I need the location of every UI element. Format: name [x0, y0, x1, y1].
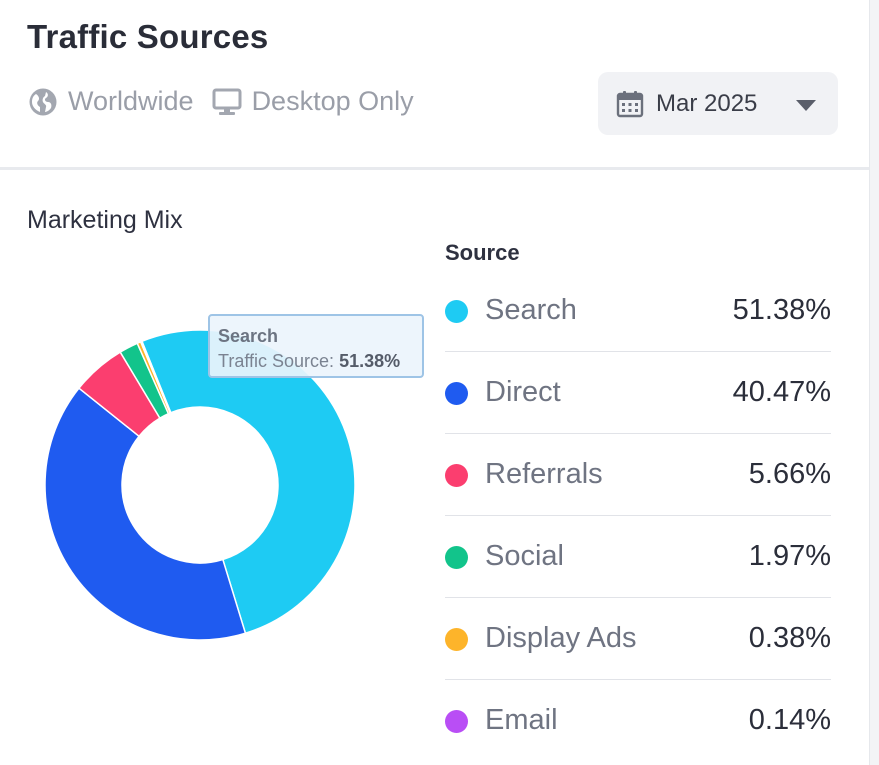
legend-dot [445, 382, 468, 405]
date-value: Mar 2025 [656, 89, 758, 117]
legend-row-email[interactable]: Email 0.14% [445, 680, 831, 762]
tooltip-line: Traffic Source: 51.38% [218, 349, 414, 374]
legend-rows: Search 51.38% Direct 40.47% Referrals 5.66% So… [445, 270, 831, 762]
donut-chart [44, 329, 356, 641]
donut-slice-direct[interactable] [44, 387, 247, 641]
legend-label: Search [485, 294, 577, 326]
chart-tooltip: Search Traffic Source: 51.38% [208, 314, 424, 378]
donut-slice-email[interactable] [139, 340, 172, 414]
legend-dot [445, 628, 468, 651]
page-title: Traffic Sources [27, 18, 269, 55]
legend-row-social[interactable]: Social 1.97% [445, 516, 831, 598]
legend-value: 0.38% [748, 622, 831, 654]
calendar-icon [616, 90, 644, 117]
device-filter[interactable]: Desktop Only [251, 86, 414, 116]
legend-dot [445, 710, 468, 733]
legend-row-search[interactable]: Search 51.38% [445, 270, 831, 352]
header: Traffic Sources Worldwide Desktop Only M… [0, 0, 869, 170]
date-picker-button[interactable]: Mar 2025 [598, 72, 838, 135]
tooltip-label: Traffic Source: [218, 351, 335, 371]
legend-label: Display Ads [485, 622, 637, 654]
legend-value: 5.66% [748, 458, 831, 490]
legend-value: 40.47% [732, 376, 831, 408]
legend-dot [445, 546, 468, 569]
legend-value: 51.38% [732, 294, 831, 326]
scrollbar-track[interactable] [869, 0, 879, 765]
legend-row-referrals[interactable]: Referrals 5.66% [445, 434, 831, 516]
legend-row-display-ads[interactable]: Display Ads 0.38% [445, 598, 831, 680]
legend-dot [445, 464, 468, 487]
desktop-icon [212, 88, 242, 115]
globe-icon [29, 88, 57, 115]
legend-table: Source Search 51.38% Direct 40.47% Referrals… [445, 240, 831, 762]
section-title: Marketing Mix [27, 206, 183, 234]
legend-row-direct[interactable]: Direct 40.47% [445, 352, 831, 434]
region-filter[interactable]: Worldwide [68, 86, 194, 116]
legend-value: 1.97% [748, 540, 831, 572]
filters-bar: Worldwide Desktop Only [28, 86, 414, 117]
legend-label: Email [485, 704, 558, 736]
chevron-down-icon [796, 100, 816, 111]
legend-value: 0.14% [748, 704, 831, 736]
legend-label: Direct [485, 376, 561, 408]
tooltip-name: Search [218, 326, 279, 346]
legend-label: Referrals [485, 458, 603, 490]
legend-dot [445, 300, 468, 323]
tooltip-value: 51.38% [339, 351, 401, 371]
legend-label: Social [485, 540, 564, 572]
legend-header: Source [445, 240, 520, 265]
